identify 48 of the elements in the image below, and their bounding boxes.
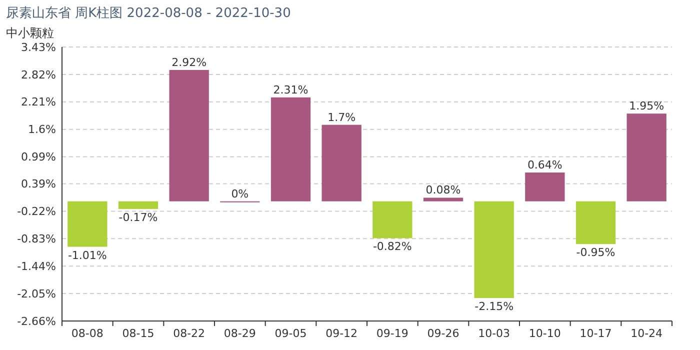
bar <box>423 198 464 202</box>
x-tick-label: 10-17 <box>580 327 612 340</box>
x-tick-label: 09-19 <box>376 327 408 340</box>
data-label: -0.17% <box>118 210 158 224</box>
chart-title: 尿素山东省 周K柱图 2022-08-08 - 2022-10-30 <box>6 6 291 21</box>
x-tick-label: 09-12 <box>326 327 358 340</box>
y-tick-label: 2.82% <box>21 68 56 82</box>
x-tick-label: 09-05 <box>274 327 307 340</box>
bar <box>474 201 514 298</box>
bar <box>626 114 666 202</box>
x-tick-label: 09-26 <box>427 327 460 340</box>
bar <box>576 201 616 244</box>
y-tick-label: 0.39% <box>21 178 56 191</box>
bar <box>169 70 209 202</box>
y-tick-label: -0.22% <box>17 205 56 218</box>
bar <box>68 201 108 247</box>
y-tick-label: -2.05% <box>17 287 56 300</box>
data-label: -0.82% <box>372 240 412 254</box>
bar <box>270 97 311 202</box>
bar <box>322 124 362 202</box>
y-tick-label: -1.44% <box>17 260 56 273</box>
x-tick-label: 08-15 <box>122 327 154 340</box>
data-label: 2.92% <box>172 56 207 69</box>
y-tick-label: 2.21% <box>21 96 56 109</box>
data-label: 2.31% <box>273 83 308 96</box>
x-tick-label: 08-29 <box>224 327 256 340</box>
bar <box>118 201 158 209</box>
x-tick-label: 10-03 <box>478 327 510 340</box>
x-tick-label: 08-22 <box>173 327 206 340</box>
data-label: 0% <box>231 187 249 200</box>
y-tick-label: -0.83% <box>17 232 56 246</box>
bar <box>525 172 565 202</box>
data-label: 0.64% <box>527 158 562 172</box>
data-label: -2.15% <box>474 300 514 314</box>
data-label: 1.7% <box>328 110 356 124</box>
data-label: 1.95% <box>629 100 664 113</box>
y-tick-label: -2.66% <box>17 314 56 328</box>
bar <box>372 201 412 238</box>
x-tick-label: 08-08 <box>71 327 104 340</box>
y-tick-label: 3.43% <box>21 40 56 54</box>
data-label: -0.95% <box>576 246 616 260</box>
chart-subtitle: 中小颗粒 <box>6 26 54 40</box>
data-label: 0.08% <box>426 184 461 197</box>
y-tick-label: 1.6% <box>28 123 56 136</box>
x-tick-label: 10-24 <box>630 327 663 340</box>
y-tick-label: 0.99% <box>21 150 56 164</box>
x-tick-label: 10-10 <box>528 327 561 340</box>
data-label: -1.01% <box>68 248 107 262</box>
